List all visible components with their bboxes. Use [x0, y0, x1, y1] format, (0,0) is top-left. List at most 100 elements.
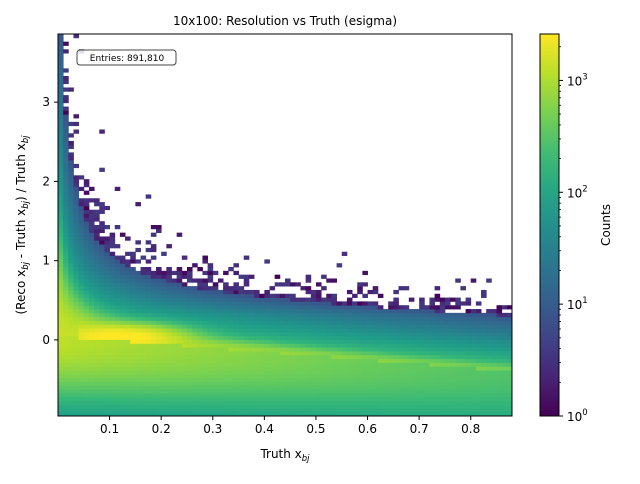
heatmap-cell — [326, 393, 332, 398]
heatmap-cell — [321, 335, 327, 340]
heatmap-cell — [413, 343, 420, 348]
heatmap-cell — [99, 393, 105, 398]
heatmap-cell — [233, 320, 239, 325]
heatmap-cell — [300, 408, 307, 413]
heatmap-cell — [290, 335, 296, 340]
heatmap-cell — [408, 366, 415, 371]
heatmap-cell — [336, 331, 343, 337]
heatmap-cell — [94, 320, 100, 325]
heatmap-cell — [372, 316, 379, 321]
heatmap-cell — [475, 389, 482, 394]
heatmap-cell — [88, 236, 95, 241]
heatmap-cell — [171, 278, 178, 283]
heatmap-cell — [150, 328, 157, 333]
heatmap-cell — [315, 404, 322, 409]
heatmap-cell — [68, 373, 74, 379]
heatmap-cell — [346, 301, 353, 306]
heatmap-cell — [377, 408, 384, 413]
heatmap-cell — [104, 267, 110, 272]
heatmap-cell — [140, 282, 147, 287]
heatmap-cell — [315, 366, 322, 371]
heatmap-cell — [321, 377, 327, 383]
heatmap-cell — [315, 297, 322, 302]
heatmap-cell — [176, 343, 183, 348]
heatmap-cell — [419, 400, 425, 405]
heatmap-cell — [171, 358, 178, 363]
heatmap-cell — [212, 270, 219, 276]
heatmap-cell — [83, 259, 90, 264]
heatmap-cell — [119, 316, 126, 321]
heatmap-cell — [470, 335, 477, 340]
heatmap-cell — [470, 389, 477, 394]
heatmap-cell — [109, 270, 116, 276]
heatmap-cell — [161, 373, 167, 379]
heatmap-cell — [63, 400, 69, 405]
heatmap-cell — [186, 381, 193, 386]
heatmap-cell — [68, 312, 74, 318]
heatmap-cell — [444, 358, 451, 363]
heatmap-cell — [217, 354, 224, 360]
heatmap-cell — [279, 328, 286, 333]
heatmap-cell — [223, 381, 229, 386]
heatmap-cell — [223, 385, 229, 390]
heatmap-cell — [274, 381, 281, 386]
heatmap-cell — [228, 354, 234, 360]
heatmap-cell — [125, 358, 131, 363]
heatmap-cell — [73, 351, 80, 356]
heatmap-cell — [150, 232, 157, 237]
heatmap-cell — [315, 354, 322, 360]
heatmap-cell — [78, 263, 85, 268]
heatmap-cell — [295, 324, 301, 329]
heatmap-cell — [104, 244, 110, 249]
heatmap-cell — [465, 354, 472, 360]
heatmap-cell — [481, 396, 487, 402]
heatmap-cell — [186, 316, 193, 321]
heatmap-cell — [331, 377, 337, 383]
heatmap-cell — [274, 305, 281, 310]
heatmap-cell — [285, 278, 291, 283]
heatmap-cell — [486, 343, 492, 348]
heatmap-cell — [285, 305, 291, 310]
heatmap-cell — [274, 373, 281, 379]
heatmap-cell — [83, 358, 90, 363]
heatmap-cell — [83, 190, 90, 195]
heatmap-cell — [156, 312, 162, 318]
heatmap-cell — [336, 351, 343, 356]
heatmap-cell — [135, 354, 141, 360]
heatmap-cell — [321, 396, 327, 402]
heatmap-cell — [145, 309, 152, 314]
heatmap-cell — [279, 312, 286, 318]
heatmap-cell — [367, 335, 374, 340]
heatmap-cell — [161, 251, 167, 256]
heatmap-cell — [73, 293, 80, 298]
y-axis-label-sub: bj — [21, 200, 31, 208]
heatmap-cell — [130, 320, 136, 325]
heatmap-cell — [300, 385, 307, 390]
heatmap-cell — [413, 373, 420, 379]
heatmap-cell — [321, 339, 327, 344]
heatmap-cell — [475, 343, 482, 348]
heatmap-cell — [248, 339, 255, 344]
heatmap-cell — [470, 343, 477, 348]
heatmap-cell — [398, 354, 405, 360]
heatmap-cell — [460, 393, 466, 398]
heatmap-cell — [243, 385, 250, 390]
heatmap-cell — [176, 316, 183, 321]
heatmap-cell — [460, 328, 466, 333]
heatmap-cell — [94, 278, 100, 283]
heatmap-cell — [83, 289, 90, 295]
heatmap-cell — [362, 381, 368, 386]
heatmap-cell — [383, 396, 389, 402]
heatmap-cell — [254, 400, 260, 405]
heatmap-cell — [58, 152, 64, 157]
heatmap-cell — [207, 358, 214, 363]
heatmap-cell — [248, 305, 255, 310]
heatmap-cell — [491, 351, 497, 356]
heatmap-cell — [140, 320, 147, 325]
heatmap-cell — [475, 316, 482, 321]
heatmap-cell — [439, 343, 446, 348]
heatmap-cell — [336, 339, 343, 344]
heatmap-cell — [114, 335, 121, 340]
heatmap-cell — [192, 301, 198, 306]
heatmap-cell — [460, 412, 466, 416]
